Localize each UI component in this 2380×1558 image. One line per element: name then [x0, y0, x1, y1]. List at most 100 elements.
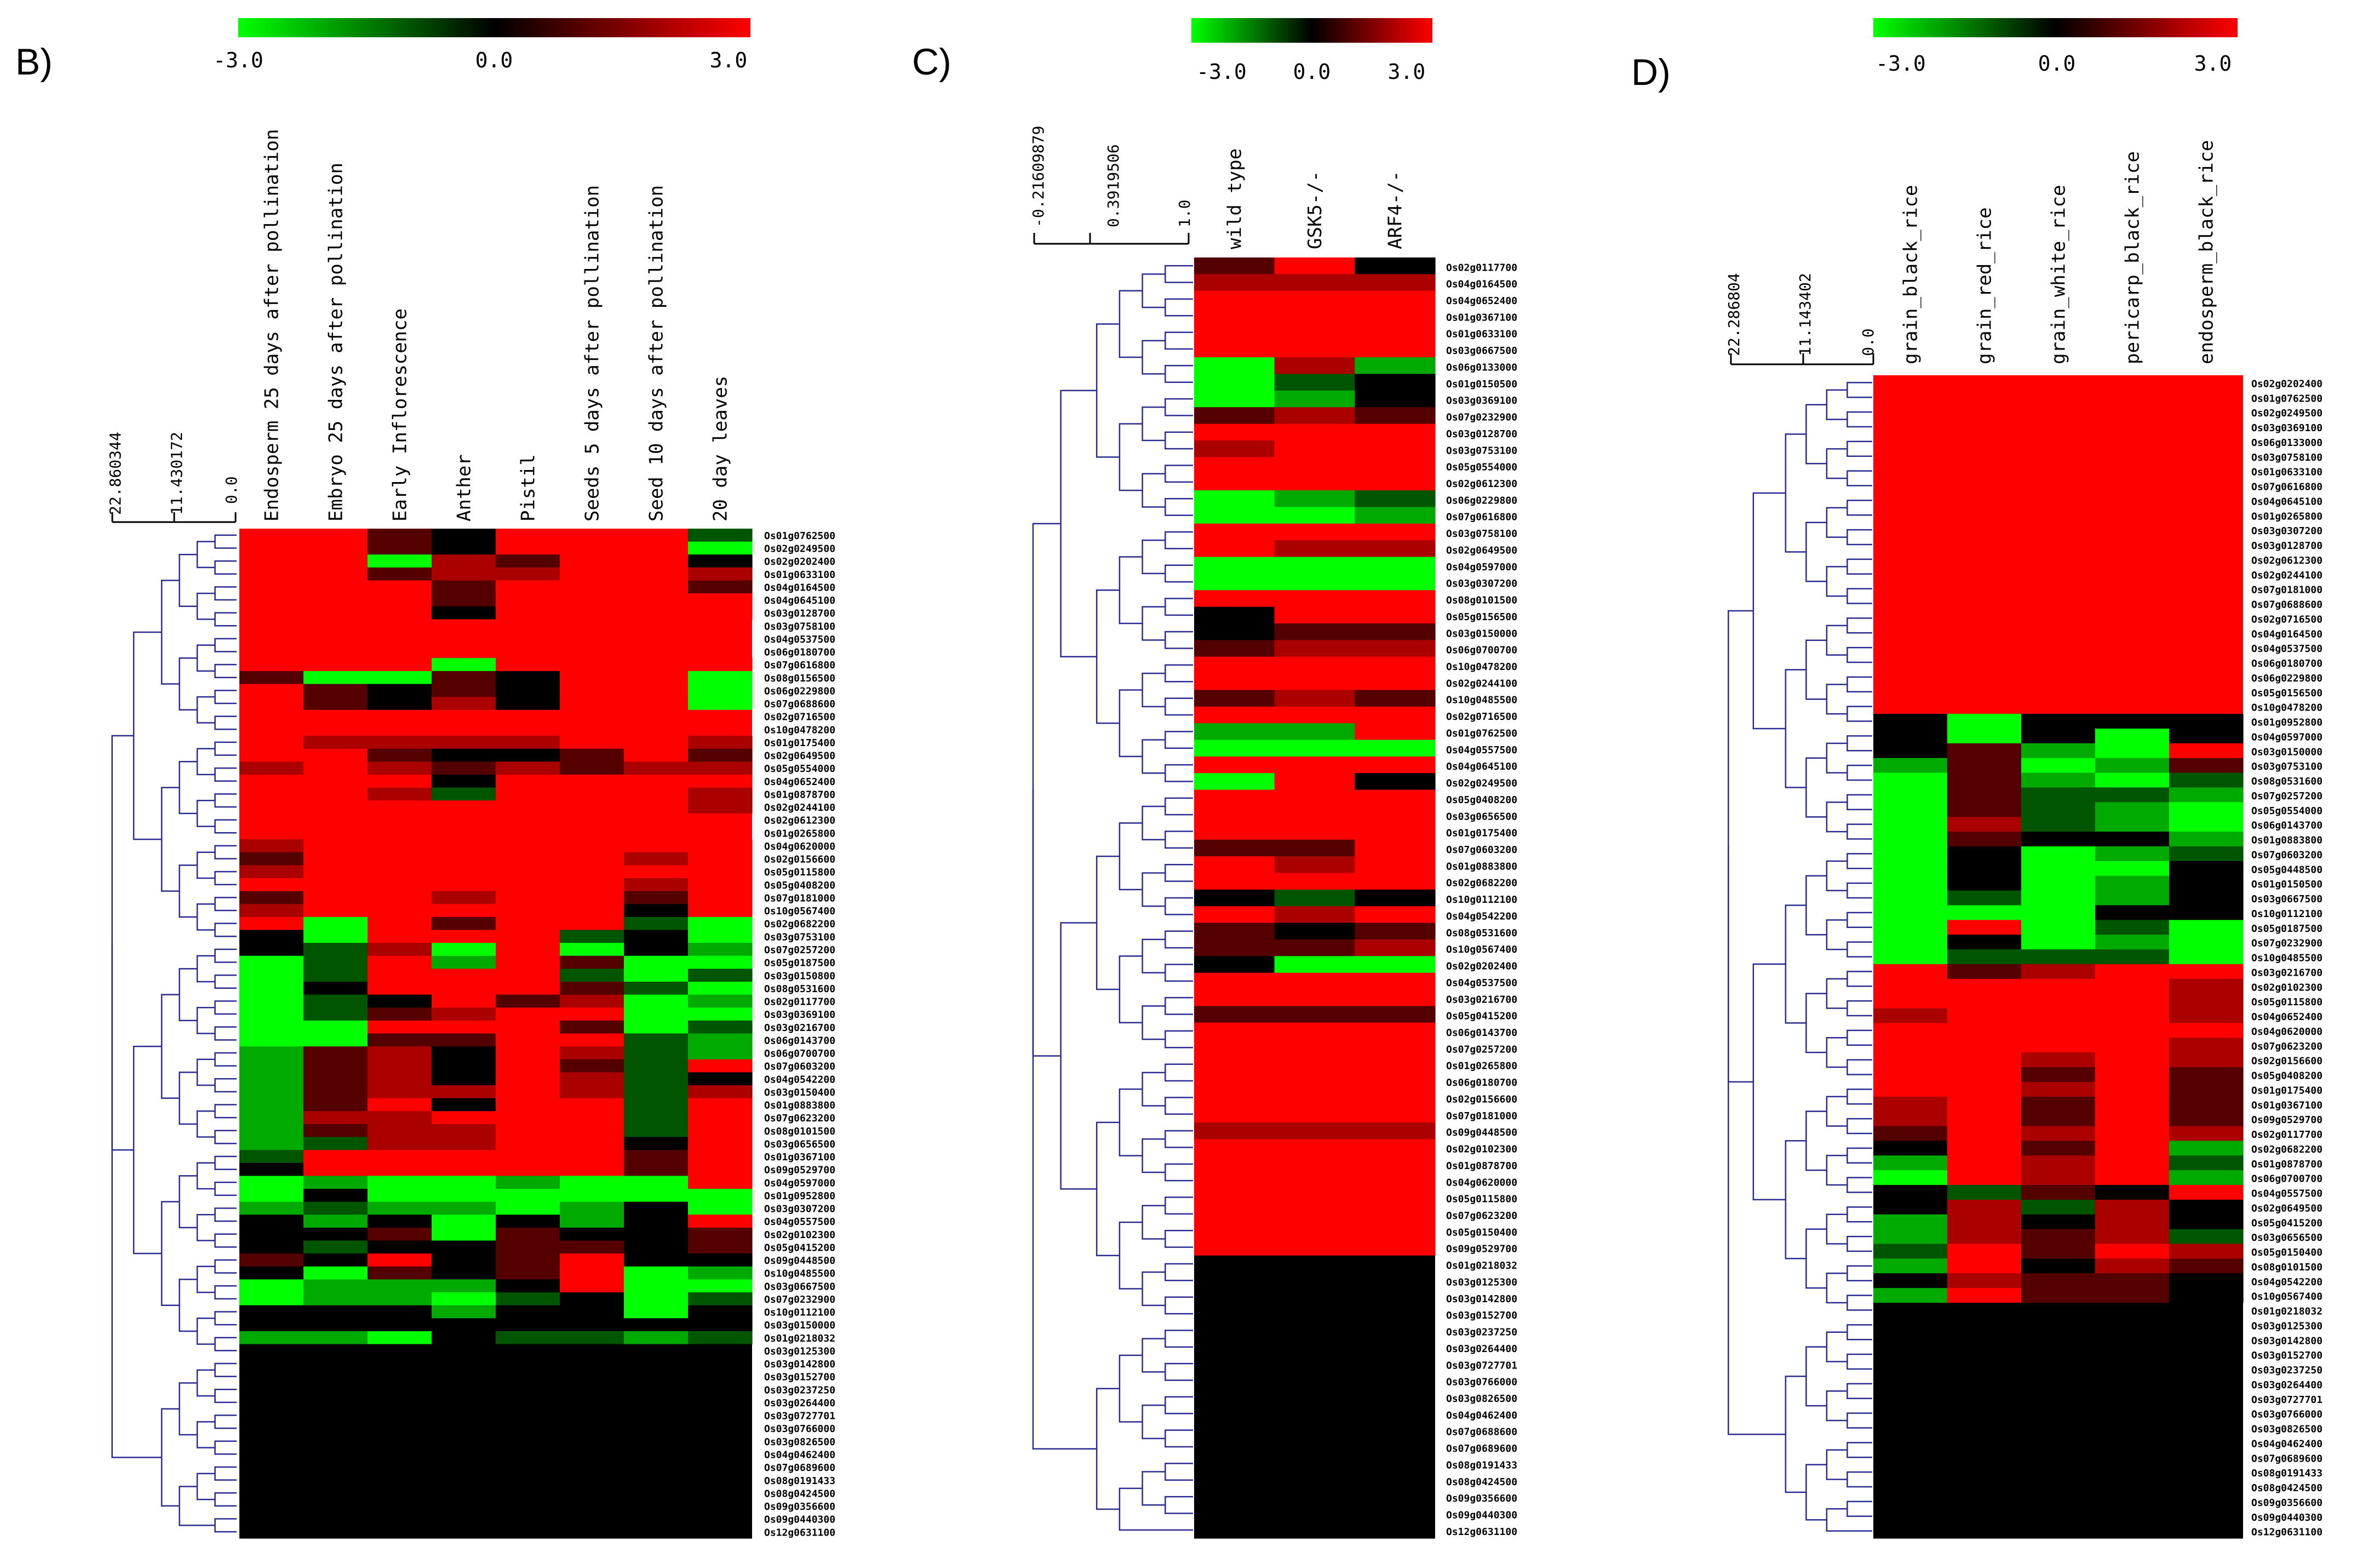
panel-d-gene-label-12: Os02g0612300	[2251, 555, 2322, 566]
panel-b-gene-label-30: Os02g0682200	[764, 919, 835, 930]
panel-b-cell-50-0	[239, 1176, 304, 1189]
panel-d-row-74-solid	[1873, 1464, 2243, 1480]
panel-b-row-64-solid	[239, 1357, 752, 1371]
panel-d-cell-28-3	[2095, 787, 2170, 803]
panel-b-cell-36-0	[239, 994, 304, 1008]
panel-c-row-75-solid	[1194, 1505, 1435, 1522]
panel-c-cell-29-1	[1274, 740, 1355, 757]
panel-c-dendrogram-branch	[1142, 539, 1166, 575]
panel-d-dendrogram-branch	[1826, 1390, 1848, 1422]
panel-d-gene-label-64: Os03g0125300	[2251, 1320, 2322, 1332]
panel-c-row-70-solid	[1194, 1422, 1435, 1439]
panel-b-scale-max: 3.0	[710, 48, 748, 72]
panel-b-cell-12-3	[432, 684, 496, 697]
panel-c-cell-18-0	[1194, 557, 1275, 574]
panel-c-cell-41-1	[1274, 939, 1355, 956]
panel-b-cell-57-6	[624, 1266, 689, 1280]
panel-b-cell-44-1	[303, 1098, 368, 1112]
panel-b-cell-59-4	[496, 1292, 560, 1306]
panel-b-dendrogram-branch	[196, 1265, 215, 1293]
panel-b-cell-54-1	[303, 1227, 368, 1241]
panel-d-gene-label-55: Os04g0557500	[2251, 1188, 2322, 1200]
panel-b-cell-10-2	[368, 658, 432, 672]
panel-d-row-68-solid	[1873, 1376, 2243, 1391]
panel-b-cell-38-3	[432, 1020, 496, 1034]
panel-b-cell-34-2	[368, 969, 432, 982]
panel-c-cell-59-0	[1194, 1239, 1275, 1256]
panel-d-cell-40-1	[1947, 964, 2022, 980]
panel-b-cell-18-0	[239, 761, 304, 775]
panel-b-cell-49-0	[239, 1162, 304, 1177]
panel-b-cell-39-1	[303, 1033, 368, 1047]
panel-b-gene-label-37: Os03g0369100	[764, 1009, 835, 1021]
panel-d-cell-23-1	[1947, 714, 2022, 729]
panel-d-row-4-solid	[1873, 434, 2243, 449]
panel-d-dendrogram-branch	[1846, 1471, 1872, 1488]
panel-b-cell-43-1	[303, 1085, 368, 1099]
panel-c-cell-12-2	[1355, 457, 1436, 474]
panel-c-dendrogram-branch	[1119, 955, 1143, 1023]
panel-b-cell-31-5	[560, 930, 624, 943]
panel-d-gene-label-50: Os09g0529700	[2251, 1114, 2322, 1126]
panel-d-row-2-solid	[1873, 404, 2243, 420]
panel-b-cell-29-6	[624, 904, 689, 918]
panel-b-cell-17-1	[303, 748, 368, 762]
panel-d-cell-61-1	[1947, 1273, 2022, 1288]
panel-c-cell-28-0	[1194, 723, 1275, 741]
panel-b-cell-25-6	[624, 852, 689, 866]
panel-c-dendrogram-branch	[1142, 340, 1166, 375]
panel-b-dendrogram-branch	[214, 741, 237, 756]
panel-b-gene-label-67: Os03g0264400	[764, 1397, 835, 1409]
panel-d-dendrogram-branch	[1846, 794, 1872, 811]
panel-b-cell-4-4	[496, 580, 560, 594]
panel-c-cell-23-1	[1274, 640, 1355, 657]
panel-c-cell-28-1	[1274, 723, 1355, 741]
panel-b-cell-51-6	[624, 1189, 689, 1202]
panel-c-cell-6-2	[1355, 357, 1436, 375]
panel-b-cell-24-3	[432, 839, 496, 853]
panel-c-cell-33-0	[1194, 806, 1275, 823]
panel-d-dendrogram-branch	[1785, 1376, 1806, 1493]
panel-c-dendrogram-branch	[1119, 290, 1143, 358]
panel-b-cell-51-0	[239, 1189, 304, 1202]
panel-c-cell-10-1	[1274, 423, 1355, 441]
panel-c-dendrogram-branch	[1142, 805, 1166, 840]
panel-b-cell-26-4	[496, 865, 560, 879]
panel-c-gene-label-59: Os09g0529700	[1446, 1244, 1517, 1255]
panel-b-cell-21-6	[624, 800, 689, 814]
panel-b-cell-36-5	[560, 994, 624, 1008]
panel-d-dendrogram-branch	[1826, 742, 1848, 774]
panel-d-cell-24-3	[2095, 728, 2170, 744]
panel-b-cell-33-5	[560, 955, 624, 969]
panel-b-cell-26-3	[432, 865, 496, 879]
panel-c-dendrogram-branch	[1119, 689, 1143, 758]
panel-c-cell-54-1	[1274, 1155, 1355, 1173]
panel-d-column-labels: grain_black_rice grain_red_rice grain_whit…	[1900, 140, 2218, 364]
panel-b-cell-56-1	[303, 1253, 368, 1267]
panel-b-cell-57-5	[560, 1266, 624, 1280]
panel-c-cell-11-2	[1355, 440, 1436, 457]
panel-d-dendrogram-branch	[1846, 1500, 1872, 1517]
panel-d-cell-38-0	[1873, 935, 1948, 950]
panel-d-dendrogram-branch	[1846, 1000, 1872, 1017]
panel-c-cell-48-2	[1355, 1056, 1436, 1073]
panel-b-cell-25-2	[368, 852, 432, 866]
panel-c-cell-1-2	[1355, 274, 1436, 291]
panel-c-gene-label-47: Os07g0257200	[1446, 1044, 1517, 1055]
panel-b-cell-43-5	[560, 1085, 624, 1099]
panel-b-cell-26-6	[624, 865, 689, 879]
panel-c-cell-4-1	[1274, 324, 1355, 341]
panel-b-cell-20-7	[688, 787, 753, 801]
panel-d-dendrogram-branch	[1805, 1464, 1827, 1521]
panel-b-cell-26-5	[560, 865, 624, 879]
panel-c-dendrogram-branch	[1165, 398, 1193, 416]
panel-c-cell-42-0	[1194, 956, 1275, 973]
panel-b-cell-5-3	[432, 593, 496, 607]
panel-d-colorbar	[1873, 18, 2238, 37]
panel-c-gene-label-8: Os03g0369100	[1446, 395, 1517, 406]
panel-b-cell-29-3	[432, 904, 496, 918]
panel-b-row-8-solid	[239, 632, 752, 646]
panel-d-cell-45-3	[2095, 1038, 2170, 1053]
panel-d-dendrogram-branch	[1846, 1442, 1872, 1458]
panel-d-gene-label-40: Os03g0216700	[2251, 967, 2322, 978]
